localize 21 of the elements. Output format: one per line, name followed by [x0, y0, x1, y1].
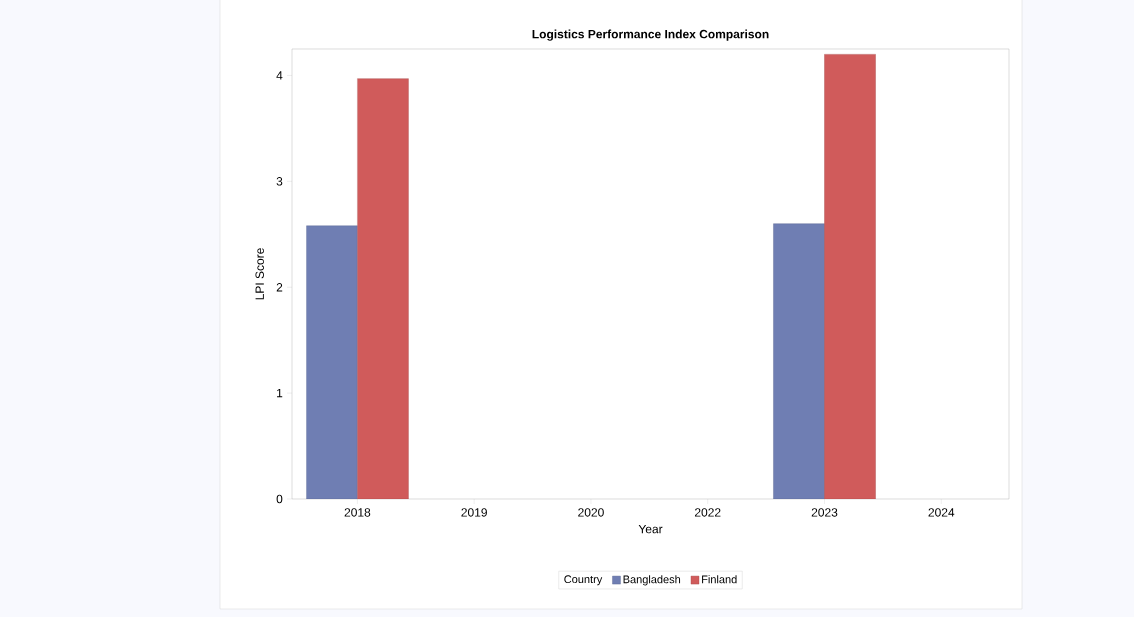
- y-tick-label: 1: [277, 388, 283, 398]
- bar: [824, 54, 876, 499]
- legend-label: Finland: [702, 575, 737, 584]
- bar: [357, 78, 409, 499]
- x-tick-label: 2022: [694, 508, 721, 517]
- legend-title: Country: [564, 575, 603, 586]
- x-tick-label: 2019: [461, 508, 487, 517]
- y-tick-label: 4: [276, 71, 283, 80]
- bar: [306, 225, 358, 499]
- x-axis-title: Year: [638, 524, 663, 534]
- chart-title: Logistics Performance Index Comparison: [532, 29, 769, 41]
- legend-label: Bangladesh: [623, 575, 681, 586]
- y-tick-label: 3: [276, 177, 283, 186]
- x-tick-label: 2023: [811, 508, 838, 517]
- x-tick-label: 2020: [578, 508, 604, 517]
- x-tick-label: 2024: [928, 508, 955, 517]
- bar: [773, 223, 825, 499]
- y-tick-label: 2: [276, 283, 283, 292]
- y-axis-title: LPI Score: [255, 248, 264, 300]
- x-tick-label: 2018: [344, 508, 371, 517]
- y-tick-label: 0: [276, 494, 283, 504]
